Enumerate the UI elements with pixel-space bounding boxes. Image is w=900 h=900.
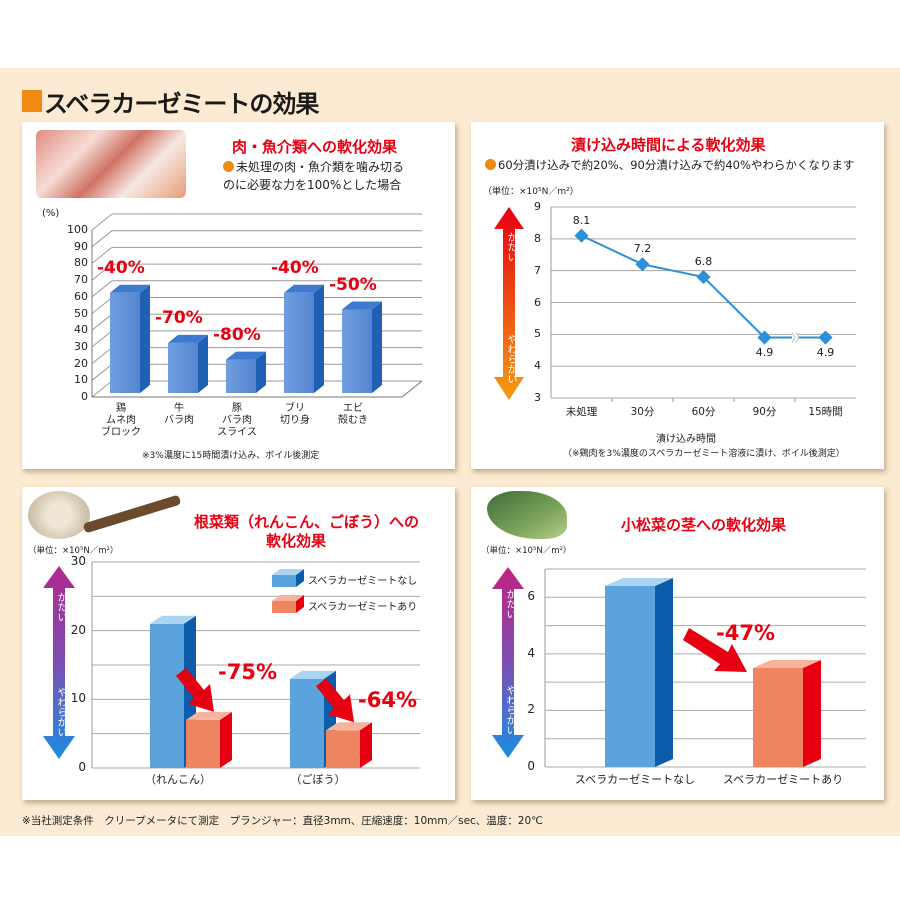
y-tick: 10: [74, 373, 88, 387]
y-tick: 3: [534, 391, 541, 404]
x-label: 豚 バラ肉 スライス: [217, 403, 257, 438]
measurement-conditions-footer: ※当社測定条件 クリープメータにて測定 プランジャー：直径3mm、圧縮速度：10…: [22, 815, 543, 827]
reduction-label: -40%: [97, 257, 145, 278]
y-unit: （単位：×10⁵N／m²）: [481, 546, 572, 556]
y-unit: （単位：×10⁵N／m²）: [483, 187, 579, 197]
meat-fish-note: 未処理の肉・魚介類を噛み切る のに必要な力を100%とした場合: [223, 158, 404, 194]
y-tick: 2: [527, 702, 535, 717]
x-label: 未処理: [565, 406, 598, 418]
meat-fish-title: 肉・魚介類への軟化効果: [232, 138, 398, 156]
x-label: ブリ 切り身: [280, 403, 310, 426]
reduction-label: -80%: [213, 324, 261, 345]
legend-item: スベラカーゼミートあり: [308, 602, 418, 613]
hard-label: かたい: [504, 589, 515, 619]
x-label: 鶏 ムネ肉 ブロック: [101, 403, 141, 438]
hard-label: かたい: [55, 592, 66, 622]
bar-chart: [544, 568, 866, 768]
y-tick: 70: [74, 273, 88, 287]
soak-time-panel: 漬け込み時間による軟化効果 60分漬け込みで約20%、90分漬け込みで約40%や…: [471, 122, 884, 469]
orange-square-icon: [22, 90, 42, 112]
hard-soft-arrow-icon: [492, 567, 524, 758]
hard-soft-arrow-icon: [494, 207, 524, 400]
y-tick: 10: [70, 691, 86, 706]
y-tick: 7: [534, 263, 541, 277]
y-unit: （単位：×10⁵N／m²）: [28, 546, 119, 556]
reduction-label: -40%: [271, 257, 319, 278]
note-text: 60分漬け込みで約20%、90分漬け込みで約40%やわらかくなります: [498, 158, 855, 172]
x-label: 60分: [691, 406, 716, 418]
legend-item: スベラカーゼミートなし: [308, 576, 418, 587]
x-label: エビ 殻むき: [338, 403, 368, 426]
komatsuna-panel: 小松菜の茎への軟化効果 （単位：×10⁵N／m²） かたい やわらかい 0 2 4 6…: [471, 487, 884, 800]
y-tick: 50: [74, 306, 88, 320]
data-point-label: 4.9: [816, 345, 835, 359]
y-tick: 80: [74, 256, 88, 270]
y-tick: 20: [70, 622, 86, 637]
x-label: スベラカーゼミートなし: [574, 773, 696, 786]
y-tick: 0: [78, 760, 86, 774]
page-title-text: スベラカーゼミートの効果: [44, 89, 319, 118]
y-tick: 4: [534, 359, 541, 373]
reduction-label: -64%: [358, 688, 417, 713]
bullet-icon: [485, 159, 496, 170]
soak-time-footnote: （※鶏肉を3%濃度のスベラカーゼミート溶液に漬け、ボイル後測定）: [563, 449, 845, 459]
y-tick: 8: [534, 231, 541, 245]
meat-fish-image: [36, 130, 186, 198]
x-label: 90分: [752, 406, 777, 418]
meat-fish-panel: 肉・魚介類への軟化効果 未処理の肉・魚介類を噛み切る のに必要な力を100%とし…: [22, 122, 455, 469]
y-tick: 6: [534, 295, 541, 309]
page-title: スベラカーゼミートの効果: [22, 86, 319, 118]
soak-time-title: 漬け込み時間による軟化効果: [571, 136, 766, 154]
hard-label: かたい: [505, 232, 516, 262]
x-axis-title: 漬け込み時間: [656, 434, 716, 445]
data-point-label: 8.1: [572, 213, 591, 227]
x-label: 牛 バラ肉: [164, 403, 194, 426]
y-tick: 6: [527, 589, 535, 604]
note-line2: のに必要な力を100%とした場合: [223, 178, 402, 192]
bar-chart-3d: [91, 213, 423, 398]
soak-time-note: 60分漬け込みで約20%、90分漬け込みで約40%やわらかくなります: [485, 156, 854, 174]
x-label: （ごぼう）: [290, 773, 346, 786]
y-tick: 20: [74, 356, 88, 370]
line-chart: [550, 206, 856, 402]
data-point-label: 4.9: [755, 345, 774, 359]
meat-fish-footnote: ※3%濃度に15時間漬け込み、ボイル後測定: [142, 451, 320, 461]
y-tick: 0: [81, 390, 88, 403]
data-point-label: 7.2: [633, 242, 652, 256]
root-veg-panel: 根菜類（れんこん、ごぼう）への 軟化効果 （単位：×10⁵N／m²） かたい や…: [22, 487, 455, 800]
bullet-icon: [223, 161, 234, 172]
y-unit: (%): [42, 208, 60, 219]
hard-soft-arrow-icon: [43, 566, 75, 759]
reduction-label: -70%: [155, 307, 203, 328]
grouped-bar-chart: [91, 561, 420, 769]
komatsuna-title: 小松菜の茎への軟化効果: [621, 516, 787, 534]
y-tick: 30: [70, 554, 86, 568]
root-veg-title-line2: 軟化効果: [266, 532, 327, 550]
data-point-label: 6.8: [694, 255, 713, 269]
lotus-burdock-image: [28, 491, 90, 539]
y-tick: 40: [74, 323, 88, 337]
y-tick: 4: [527, 645, 535, 660]
x-label: 30分: [630, 406, 655, 418]
soft-label: やわらかい: [505, 334, 516, 384]
y-tick: 0: [527, 759, 535, 773]
y-tick: 90: [74, 239, 88, 253]
root-veg-title-line1: 根菜類（れんこん、ごぼう）への: [194, 513, 420, 531]
x-label: 15時間: [808, 406, 843, 418]
y-tick: 5: [534, 327, 541, 341]
x-label: （れんこん）: [145, 773, 211, 786]
y-tick: 100: [67, 223, 88, 236]
y-tick: 30: [74, 339, 88, 353]
soft-label: やわらかい: [55, 687, 66, 737]
reduction-label: -50%: [329, 274, 377, 295]
y-tick: 60: [74, 289, 88, 303]
x-label: スベラカーゼミートあり: [722, 773, 844, 786]
reduction-label: -75%: [218, 659, 277, 684]
y-tick: 9: [534, 200, 541, 213]
note-line1: 未処理の肉・魚介類を噛み切る: [236, 160, 405, 174]
soft-label: やわらかい: [504, 685, 515, 735]
reduction-label: -47%: [716, 621, 775, 645]
